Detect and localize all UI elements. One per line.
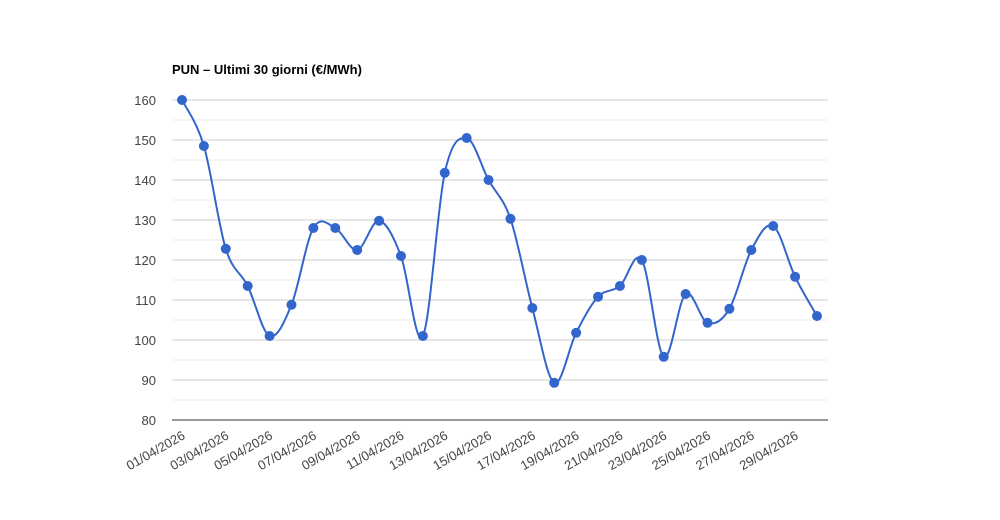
point <box>505 213 516 224</box>
y-tick-label: 90 <box>142 373 156 388</box>
point <box>680 289 691 299</box>
point <box>374 215 385 226</box>
point <box>220 243 231 254</box>
point <box>264 331 275 341</box>
point <box>308 223 319 233</box>
y-tick-label: 120 <box>134 253 156 268</box>
point <box>527 303 538 313</box>
y-tick-label: 150 <box>134 133 156 148</box>
y-tick-label: 140 <box>134 173 156 188</box>
y-tick-label: 100 <box>134 333 156 348</box>
point <box>439 167 450 178</box>
point <box>177 95 187 105</box>
point <box>242 281 253 291</box>
point <box>790 271 801 282</box>
point <box>746 245 757 255</box>
point <box>724 303 735 314</box>
point <box>395 251 406 261</box>
y-tick-label: 80 <box>142 413 156 428</box>
point <box>198 141 209 151</box>
point <box>483 175 494 185</box>
point <box>658 351 669 362</box>
point <box>417 331 428 341</box>
point <box>636 255 647 265</box>
y-tick-label: 110 <box>135 293 156 308</box>
point <box>812 311 822 321</box>
point <box>702 317 713 328</box>
point <box>286 299 297 310</box>
point <box>768 221 779 231</box>
point <box>571 327 582 338</box>
point <box>614 281 625 291</box>
chart-title: PUN – Ultimi 30 giorni (€/MWh) <box>172 62 362 77</box>
point <box>352 245 363 255</box>
point <box>330 223 341 233</box>
y-tick-label: 160 <box>134 93 156 108</box>
line <box>181 99 818 384</box>
point <box>593 291 604 302</box>
point <box>461 133 472 143</box>
point <box>549 377 560 388</box>
y-tick-label: 130 <box>134 213 156 228</box>
